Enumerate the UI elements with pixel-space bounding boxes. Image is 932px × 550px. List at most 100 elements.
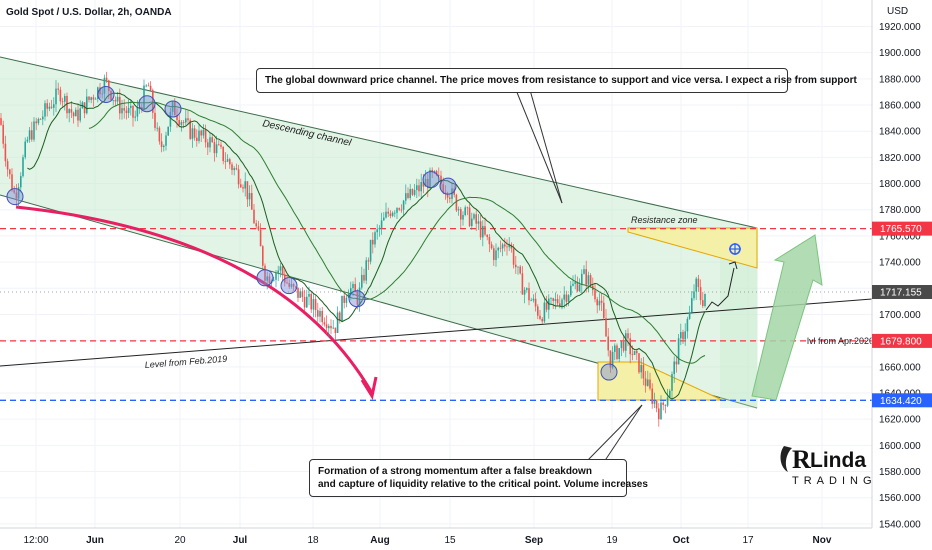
candle-body	[561, 299, 563, 307]
candle-body	[622, 341, 625, 351]
price-tick-label: 1540.000	[879, 519, 921, 530]
candle-body	[565, 294, 568, 302]
candle-body	[594, 290, 596, 300]
swing-marker	[97, 86, 115, 104]
candle-body	[684, 331, 686, 340]
candle-body	[554, 299, 557, 301]
candle-body	[64, 95, 66, 102]
price-tick-label: 1780.000	[879, 205, 921, 216]
candle-body	[237, 169, 240, 185]
candle-body	[127, 107, 130, 114]
candle-body	[466, 207, 469, 209]
candle-body	[101, 93, 103, 95]
candle-body	[90, 97, 92, 100]
candle-body	[686, 318, 689, 332]
candle-body	[266, 276, 268, 281]
candle-body	[636, 350, 638, 354]
candle-body	[220, 144, 222, 147]
candle-body	[20, 176, 22, 188]
candle-body	[290, 284, 293, 287]
candle-body	[248, 193, 251, 200]
candle-body	[218, 144, 220, 146]
candle-body	[75, 109, 77, 117]
candle-body	[363, 274, 365, 281]
candle-body	[490, 244, 493, 249]
price-tick-label: 1600.000	[879, 441, 921, 452]
candle-body	[695, 278, 697, 292]
candle-body	[68, 109, 70, 114]
descending-channel-fill	[0, 57, 757, 408]
candle-body	[482, 226, 484, 238]
level-feb-2019-line	[0, 298, 873, 367]
candle-body	[103, 77, 106, 94]
candle-body	[662, 402, 664, 405]
annotation-momentum[interactable]: Formation of a strong momentum after a f…	[309, 459, 648, 497]
candle-body	[477, 221, 480, 224]
candle-body	[226, 159, 229, 162]
candle-body	[578, 284, 581, 292]
candle-body	[174, 101, 176, 116]
candle-body	[673, 361, 675, 375]
candle-body	[57, 88, 59, 90]
candle-body	[559, 303, 561, 307]
candle-body	[207, 142, 209, 148]
candle-body	[506, 246, 508, 248]
candle-body	[299, 291, 301, 298]
time-tick-label: Oct	[673, 535, 690, 546]
candle-body	[517, 266, 519, 268]
candle-body	[178, 120, 180, 125]
candle-body	[145, 85, 147, 87]
candle-body	[655, 400, 658, 409]
projection-path	[705, 267, 735, 311]
price-axis: USD 1540.000 1560.000 1580.000 1600.000 1620.…	[871, 0, 932, 550]
candle-body	[677, 338, 680, 365]
annotation-channel[interactable]: The global downward price channel. The p…	[256, 68, 857, 93]
candle-body	[143, 85, 145, 109]
candle-body	[587, 275, 590, 285]
candle-body	[251, 193, 253, 210]
svg-text:R: R	[792, 445, 811, 474]
candle-body	[427, 178, 429, 189]
candle-body	[149, 85, 152, 91]
candle-body	[323, 322, 326, 325]
candle-body	[537, 306, 539, 316]
candle-body	[114, 99, 117, 102]
candle-body	[88, 96, 90, 100]
price-tag-label: 1717.155	[880, 288, 922, 299]
candle-body	[110, 90, 112, 100]
candle-body	[460, 209, 462, 220]
label-resistance-zone: Resistance zone	[631, 215, 698, 225]
candle-body	[570, 285, 572, 296]
candle-body	[433, 171, 436, 172]
price-tick-label: 1860.000	[879, 101, 921, 112]
candle-body	[402, 200, 405, 210]
candle-body	[15, 192, 18, 199]
moving-average-slow	[88, 101, 706, 364]
price-tag-label: 1634.420	[880, 396, 922, 407]
candle-body	[550, 298, 552, 300]
candle-body	[9, 169, 11, 175]
candle-body	[633, 350, 636, 355]
candle-body	[508, 244, 510, 248]
candle-body	[620, 341, 623, 349]
candle-body	[640, 365, 642, 373]
candle-body	[545, 302, 548, 310]
candle-body	[354, 283, 356, 293]
candle-body	[83, 102, 86, 114]
candle-body	[240, 184, 242, 188]
candle-body	[468, 207, 471, 227]
candle-body	[48, 106, 51, 109]
candle-body	[37, 118, 40, 124]
candle-body	[6, 161, 9, 170]
price-tick-label: 1660.000	[879, 362, 921, 373]
candle-body	[464, 207, 466, 215]
time-tick-label: Sep	[525, 535, 543, 546]
time-tick-label: Jul	[233, 535, 248, 546]
candle-body	[321, 310, 323, 323]
candle-body	[534, 298, 537, 307]
candle-body	[244, 181, 246, 189]
red-curve-arrow	[15, 205, 374, 394]
candle-body	[350, 288, 352, 294]
candle-body	[35, 121, 37, 124]
time-axis: 12:00 Jun 20 Jul 18 Aug 15 Sep 19 Oct 17 Nov	[0, 527, 872, 546]
